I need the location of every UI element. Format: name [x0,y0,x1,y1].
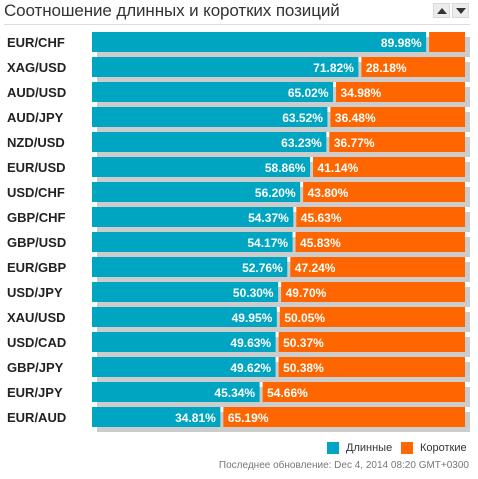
bar-long [92,107,328,127]
bar-long [92,82,334,102]
value-label-short: 28.18% [366,61,407,75]
bar-short [262,382,465,402]
category-label: USD/CHF [7,185,65,200]
ratio-chart: EUR/CHF 89.98% XAG/USD 71.82% 28.18% AUD/USD 6… [7,32,470,432]
bar-short [290,257,465,277]
bar-long [92,232,293,252]
bar-short [336,82,465,102]
value-label-long: 71.82% [313,61,354,75]
bar-short [281,282,465,302]
value-label-long: 54.17% [247,236,288,250]
value-label-short: 47.24% [295,261,336,275]
category-label: EUR/USD [7,160,66,175]
value-label-long: 58.86% [265,161,306,175]
category-label: EUR/CHF [7,35,65,50]
bar-short [296,207,465,227]
value-label-long: 52.76% [242,261,283,275]
bar-long [92,307,277,327]
value-label-long: 49.62% [230,361,271,375]
value-label-short: 36.77% [334,136,375,150]
value-label-long: 45.34% [214,386,255,400]
value-label-long: 89.98% [381,36,422,50]
last-updated-text: Последнее обновление: Dec 4, 2014 08:20 … [218,460,469,471]
value-label-long: 34.81% [175,411,216,425]
bar-short [313,157,465,177]
bar-long [92,207,294,227]
category-label: NZD/USD [7,135,65,150]
value-label-long: 49.95% [232,311,273,325]
bar-short [361,57,465,77]
value-label-long: 50.30% [233,286,274,300]
bar-long [92,407,221,427]
value-label-short: 50.37% [283,336,324,350]
category-label: EUR/GBP [7,260,67,275]
bar-long [92,382,260,402]
bar-short [330,107,465,127]
bar-long [92,257,288,277]
triangle-up-icon [437,8,447,14]
value-label-short: 43.80% [308,186,349,200]
bar-long [92,282,279,302]
category-label: GBP/JPY [7,360,64,375]
bar-long [92,132,327,152]
value-label-short: 34.98% [341,86,382,100]
bar-short [295,232,465,252]
bar-short [429,32,465,52]
value-label-short: 65.19% [228,411,269,425]
category-label: USD/CAD [7,335,66,350]
sort-up-button[interactable] [433,3,450,18]
bar-long [92,182,301,202]
legend-swatch-long [327,442,339,454]
value-label-short: 54.66% [267,386,308,400]
legend-swatch-short [401,442,413,454]
value-label-long: 49.63% [230,336,271,350]
category-label: AUD/JPY [7,110,64,125]
value-label-long: 65.02% [288,86,329,100]
sort-down-button[interactable] [452,3,469,18]
legend-label-long: Длинные [346,442,393,454]
bar-long [92,157,311,177]
category-label: XAG/USD [7,60,66,75]
category-label: XAU/USD [7,310,66,325]
bar-long [92,357,276,377]
value-label-short: 41.14% [318,161,359,175]
value-label-short: 50.38% [283,361,324,375]
title-divider [4,24,470,25]
legend-label-short: Короткие [420,442,467,454]
category-label: AUD/USD [7,85,66,100]
value-label-long: 63.52% [282,111,323,125]
bar-short [278,357,465,377]
value-label-short: 49.70% [286,286,327,300]
bar-long [92,332,276,352]
bar-short [303,182,465,202]
bar-short [278,332,465,352]
category-label: USD/JPY [7,285,63,300]
category-label: EUR/AUD [7,410,66,425]
category-label: GBP/CHF [7,210,66,225]
value-label-short: 50.05% [284,311,325,325]
bar-short [279,307,465,327]
chart-title: Соотношение длинных и коротких позиций [4,1,340,20]
category-label: GBP/USD [7,235,66,250]
bar-short [329,132,465,152]
bar-long [92,32,427,52]
triangle-down-icon [456,8,466,14]
value-label-short: 36.48% [335,111,376,125]
value-label-long: 54.37% [248,211,289,225]
bar-long [92,57,359,77]
value-label-long: 56.20% [255,186,296,200]
value-label-short: 45.63% [301,211,342,225]
bar-short [223,407,465,427]
value-label-long: 63.23% [281,136,322,150]
category-label: EUR/JPY [7,385,63,400]
value-label-short: 45.83% [300,236,341,250]
